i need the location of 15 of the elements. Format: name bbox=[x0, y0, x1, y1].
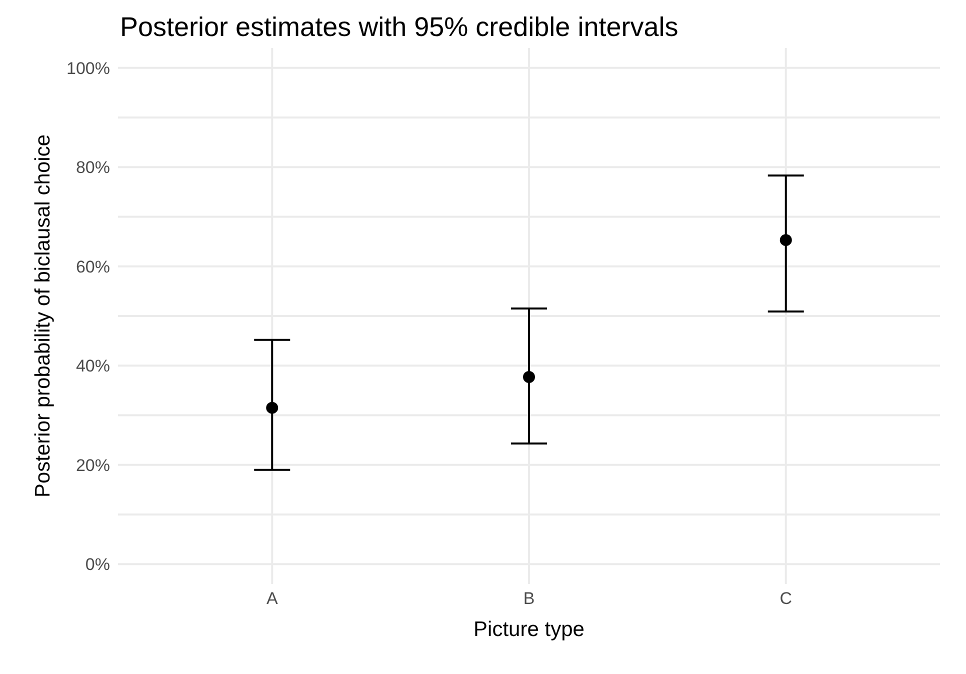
y-tick-label: 60% bbox=[76, 257, 110, 276]
x-tick-label: C bbox=[780, 589, 792, 608]
y-tick-label: 100% bbox=[66, 58, 110, 78]
chart-title: Posterior estimates with 95% credible intervals bbox=[120, 12, 678, 43]
point bbox=[523, 371, 535, 384]
y-tick-label: 40% bbox=[76, 356, 110, 376]
point bbox=[266, 402, 278, 414]
y-tick-label: 0% bbox=[85, 555, 110, 574]
y-tick-label: 20% bbox=[76, 456, 110, 475]
y-tick-label: 80% bbox=[76, 158, 110, 178]
x-tick-label: B bbox=[523, 589, 535, 608]
point bbox=[780, 234, 792, 246]
x-tick-label: A bbox=[266, 589, 278, 608]
y-axis-title: Posterior probability of biclausal choice bbox=[31, 134, 54, 498]
x-axis-title: Picture type bbox=[474, 618, 584, 641]
